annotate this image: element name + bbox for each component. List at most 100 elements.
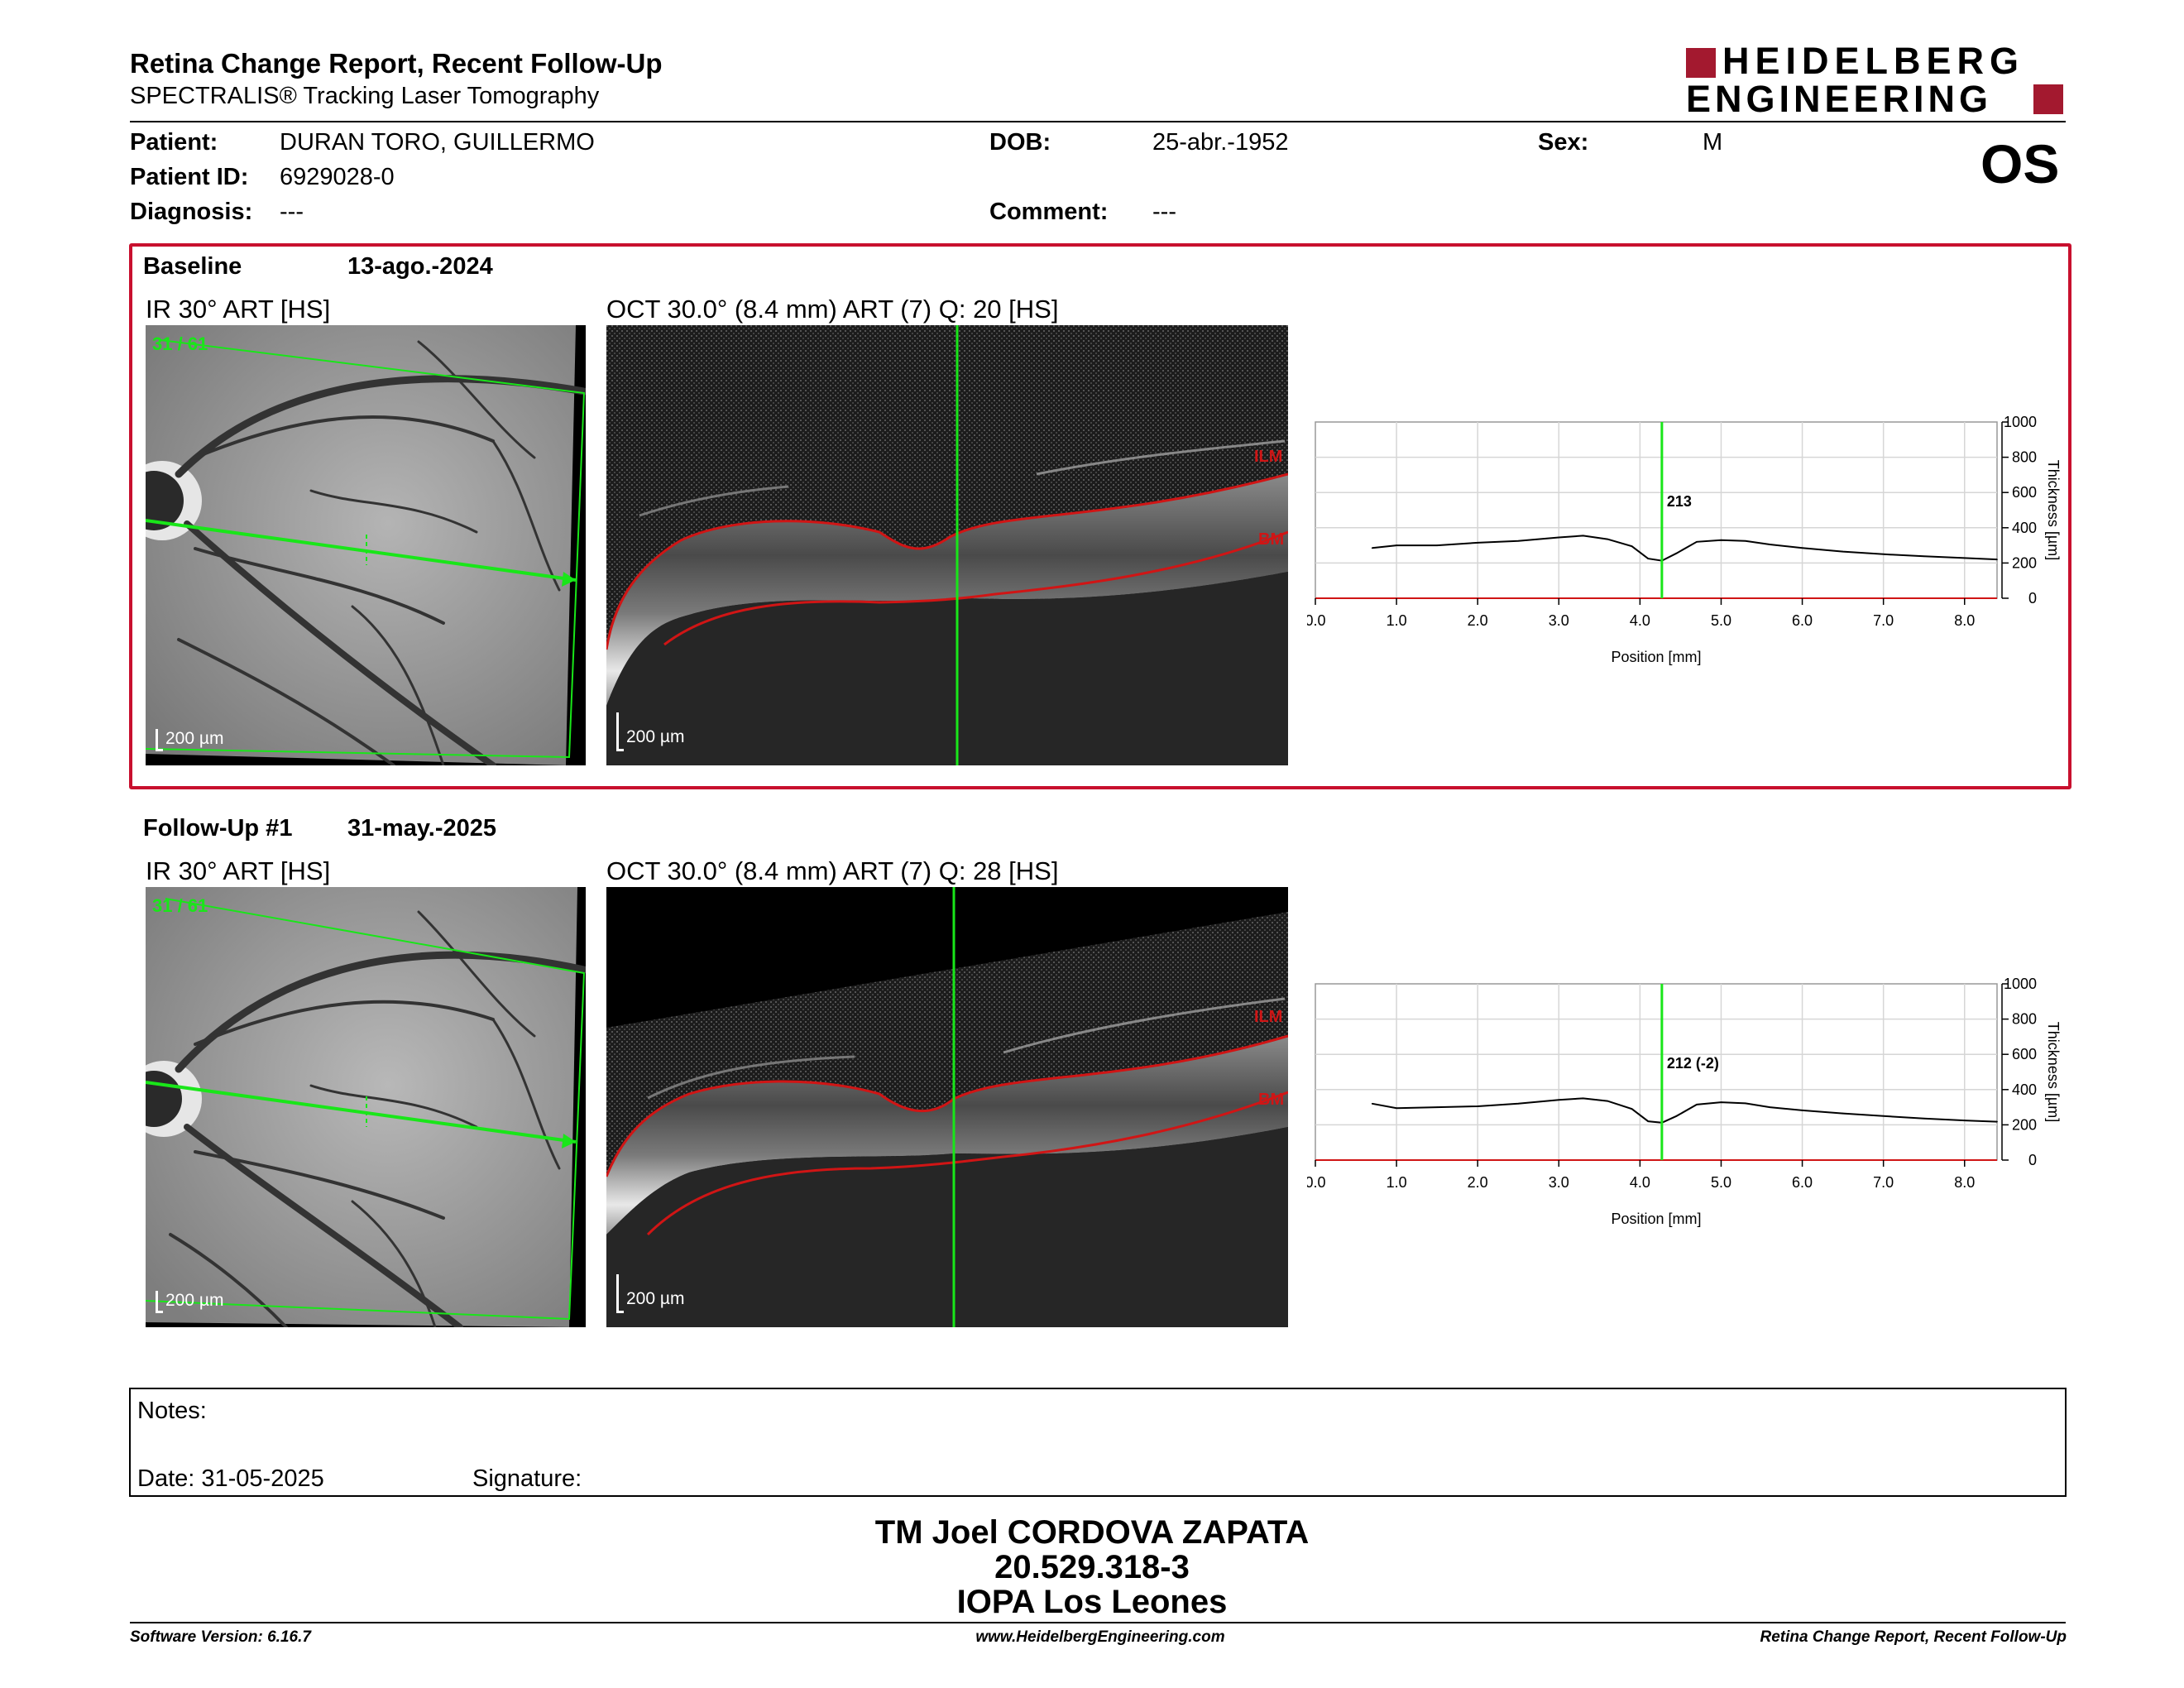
x-tick-label: 1.0 xyxy=(1387,1174,1407,1191)
x-tick-label: 7.0 xyxy=(1873,612,1894,629)
data-point xyxy=(1720,539,1722,541)
signature-label: Signature: xyxy=(472,1465,582,1492)
ir-title: IR 30° ART [HS] xyxy=(146,856,331,885)
oct-drawing xyxy=(606,887,1288,1327)
software-version: Software Version: 6.16.7 xyxy=(130,1628,311,1646)
y-tick-label: 200 xyxy=(2012,1116,2037,1133)
x-tick-label: 8.0 xyxy=(1954,1174,1975,1191)
data-point xyxy=(1882,1115,1885,1117)
x-axis-label: Position [mm] xyxy=(1611,1211,1701,1227)
data-point xyxy=(1477,1105,1478,1107)
y-axis-label: Thickness [µm] xyxy=(2045,1022,2062,1122)
x-tick-label: 0.0 xyxy=(1307,1174,1326,1191)
data-point xyxy=(1436,1106,1438,1108)
x-tick-label: 4.0 xyxy=(1630,1174,1650,1191)
patient-id: 6929028-0 xyxy=(280,164,395,190)
data-point xyxy=(1436,544,1438,546)
x-tick-label: 2.0 xyxy=(1468,1174,1488,1191)
x-tick-label: 5.0 xyxy=(1711,612,1731,629)
dob-label: DOB: xyxy=(989,129,1051,156)
ir-fundus-image[interactable]: 31 / 61 200 µm xyxy=(146,325,586,765)
data-point xyxy=(1647,558,1649,559)
plot-area xyxy=(1315,421,1998,599)
data-point xyxy=(1396,544,1397,546)
marker-value-label: 213 xyxy=(1667,493,1692,510)
slice-indicator: 31 / 61 xyxy=(152,333,208,354)
data-point xyxy=(1675,1115,1678,1117)
stamp-id: 20.529.318-3 xyxy=(994,1549,1190,1585)
bm-label: BM xyxy=(1258,530,1285,549)
website-link[interactable]: www.HeidelbergEngineering.com xyxy=(975,1628,1225,1646)
ir-fundus-image[interactable]: 31 / 61 200 µm xyxy=(146,887,586,1327)
heidelberg-logo: HEIDELBERG ENGINEERING xyxy=(1686,41,2067,120)
data-point xyxy=(1558,536,1560,539)
data-point xyxy=(1923,1117,1925,1120)
data-point xyxy=(1801,547,1803,549)
scale-label: 200 µm xyxy=(165,729,224,748)
data-point xyxy=(1745,539,1746,542)
oct-bscan-image[interactable]: ILM BM 200 µm xyxy=(606,887,1288,1327)
notes-date: Date: 31-05-2025 xyxy=(137,1465,324,1492)
stamp-institution: IOPA Los Leones xyxy=(956,1584,1228,1620)
data-point xyxy=(1558,1099,1560,1101)
data-point xyxy=(1647,1120,1649,1122)
data-point xyxy=(1396,1107,1397,1109)
y-axis-label: Thickness [µm] xyxy=(2045,460,2062,560)
x-axis-label: Position [mm] xyxy=(1611,649,1701,665)
x-tick-label: 2.0 xyxy=(1468,612,1488,629)
y-tick-label: 800 xyxy=(2012,1011,2037,1028)
data-point xyxy=(1996,559,1998,560)
x-tick-label: 7.0 xyxy=(1873,1174,1894,1191)
x-tick-label: 6.0 xyxy=(1792,612,1813,629)
notes-box[interactable]: Notes: Date: 31-05-2025 Signature: xyxy=(129,1388,2067,1497)
exam-date: 13-ago.-2024 xyxy=(347,253,493,280)
x-tick-label: 6.0 xyxy=(1792,1174,1813,1191)
x-tick-label: 5.0 xyxy=(1711,1174,1731,1191)
data-point xyxy=(1996,1120,1998,1123)
logo-square-icon-2 xyxy=(2033,84,2063,114)
patient-name: DURAN TORO, GUILLERMO xyxy=(280,129,595,156)
y-tick-label: 200 xyxy=(2012,554,2037,571)
x-tick-label: 8.0 xyxy=(1954,612,1975,629)
patient-id-label: Patient ID: xyxy=(130,164,249,190)
footer-divider xyxy=(130,1622,2066,1623)
data-point xyxy=(1631,1108,1633,1110)
logo-line1: HEIDELBERG xyxy=(1722,40,2025,82)
y-tick-label: 400 xyxy=(2012,1081,2037,1098)
data-point xyxy=(1696,1104,1698,1105)
bm-label: BM xyxy=(1258,1091,1285,1109)
data-point xyxy=(1745,1102,1746,1105)
y-tick-label: 0 xyxy=(2028,1152,2037,1168)
logo-line2: ENGINEERING xyxy=(1686,78,1993,120)
thickness-chart: 0 200 400 600 800 1000 0.0 1.0 2.0 3.0 4.0 5.0 6.0 7.… xyxy=(1307,414,2062,665)
y-tick-label: 1000 xyxy=(2004,976,2037,992)
y-tick-label: 1000 xyxy=(2004,414,2037,430)
exam-date: 31-may.-2025 xyxy=(347,815,497,842)
x-tick-label: 3.0 xyxy=(1549,1174,1569,1191)
ilm-label: ILM xyxy=(1254,448,1283,466)
oct-title: OCT 30.0° (8.4 mm) ART (7) Q: 28 [HS] xyxy=(606,856,1059,885)
oct-title: OCT 30.0° (8.4 mm) ART (7) Q: 20 [HS] xyxy=(606,295,1059,324)
ilm-label: ILM xyxy=(1254,1008,1283,1026)
y-tick-label: 600 xyxy=(2012,1046,2037,1062)
sex-label: Sex: xyxy=(1538,129,1589,156)
stamp-name: TM Joel CORDOVA ZAPATA xyxy=(874,1514,1310,1551)
comment-label: Comment: xyxy=(989,199,1109,225)
oct-bscan-image[interactable]: ILM BM 200 µm xyxy=(606,325,1288,765)
data-point xyxy=(1801,1110,1803,1111)
slice-indicator: 31 / 61 xyxy=(152,895,208,916)
diagnosis-label: Diagnosis: xyxy=(130,199,253,225)
thickness-series-line xyxy=(1372,535,1998,562)
diagnosis-value: --- xyxy=(280,199,304,225)
data-point xyxy=(1582,535,1584,537)
y-tick-label: 400 xyxy=(2012,520,2037,536)
x-tick-label: 0.0 xyxy=(1307,612,1326,629)
scale-label: 200 µm xyxy=(165,1291,224,1310)
dob-value: 25-abr.-1952 xyxy=(1152,129,1289,156)
scale-bar xyxy=(616,712,624,751)
report-subtitle: SPECTRALIS® Tracking Laser Tomography xyxy=(130,83,600,109)
report-name-footer: Retina Change Report, Recent Follow-Up xyxy=(1760,1628,2067,1646)
data-point xyxy=(1477,542,1478,544)
thickness-chart: 0 200 400 600 800 1000 0.0 1.0 2.0 3.0 4.0 5.0 6.0 7.… xyxy=(1307,976,2062,1227)
scale-bar xyxy=(616,1274,624,1313)
